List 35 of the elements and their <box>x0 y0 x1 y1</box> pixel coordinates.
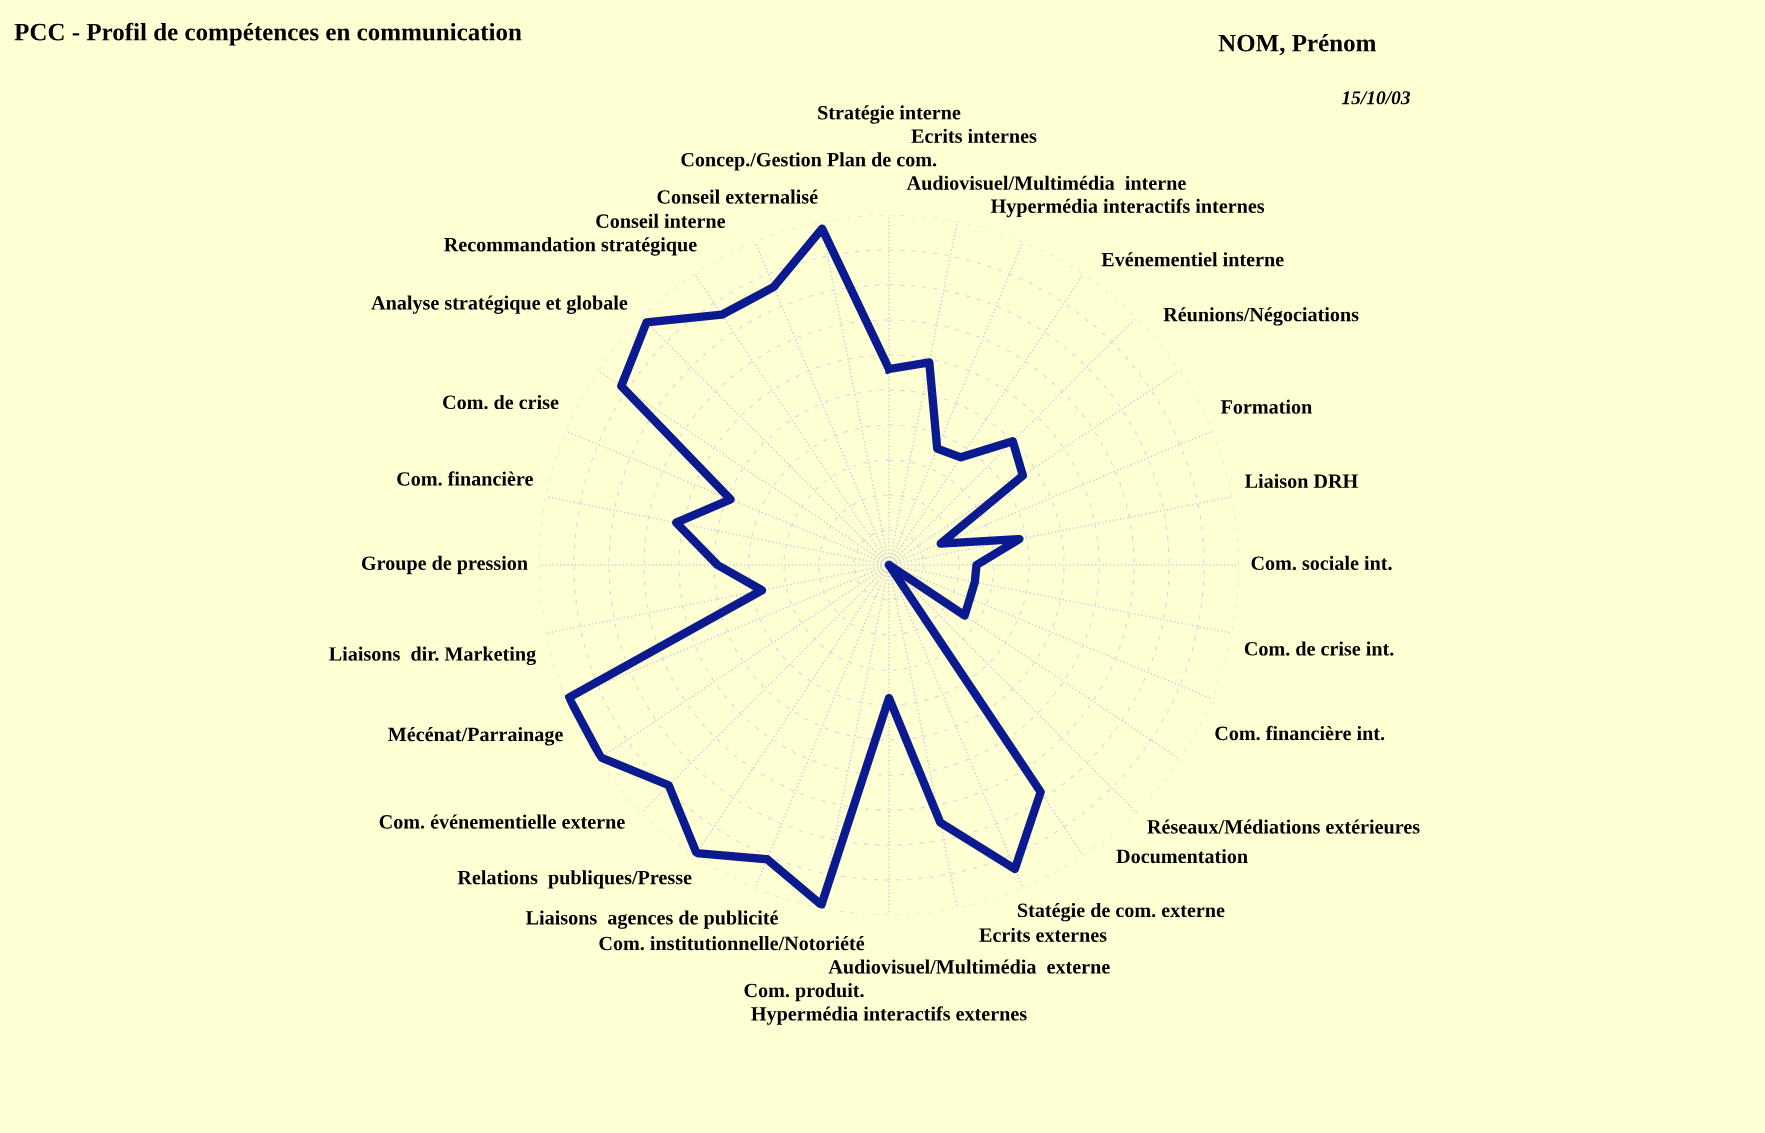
spoke-label: Concep./Gestion Plan de com. <box>681 152 937 171</box>
spoke-label: Com. de crise <box>443 394 559 410</box>
spoke-label: Hypermédia interactifs externes <box>751 1006 1027 1025</box>
spoke-label: Relations publiques/Presse <box>457 870 692 889</box>
spoke-label: Analyse stratégique et globale <box>371 295 628 314</box>
spoke-label: Ecrits externes <box>979 927 1107 942</box>
spoke-label: Ecrits internes <box>911 128 1037 143</box>
chart-title: PCC - Profil de compétences en communication <box>14 22 522 46</box>
spoke-label: Réseaux/Médiations extérieures <box>1147 819 1420 834</box>
spoke-label: Com. événementielle externe <box>379 814 625 829</box>
spoke-label: Stratégie interne <box>818 105 961 124</box>
spoke-label: Liaisons agences de publicité <box>525 910 778 929</box>
spoke-label: Com. sociale int. <box>1251 555 1392 571</box>
spoke-label: Com. financière int. <box>1215 725 1385 741</box>
spoke-label: Com. de crise int. <box>1244 641 1394 656</box>
spoke-label: Com. produit. <box>744 983 864 1002</box>
spoke-label: Conseil externalisé <box>657 189 818 204</box>
spoke-label: Statégie de com. externe <box>1018 902 1225 922</box>
spoke-label: Audiovisuel/Multimédia externe <box>828 959 1110 974</box>
spoke-label: Groupe de pression <box>361 555 528 575</box>
spoke-label: Conseil interne <box>596 213 726 228</box>
spoke-label: Liaison DRH <box>1244 473 1358 489</box>
spoke-label: Formation <box>1220 399 1312 414</box>
spoke-label: Recommandation stratégique <box>444 237 697 256</box>
spoke-label: Audiovisuel/Multimédia interne <box>906 175 1186 190</box>
spoke-label: Documentation <box>1116 848 1248 864</box>
text: NOM, Prénom <box>1218 33 1376 56</box>
spoke-label: Réunions/Négociations <box>1163 307 1359 326</box>
spoke-label: Hypermédia interactifs internes <box>990 198 1265 218</box>
spoke-label: Mécénat/Parrainage <box>388 727 563 746</box>
spoke-label: Evénementiel interne <box>1101 252 1284 267</box>
spoke-label: Com. financière <box>397 471 533 486</box>
spoke-label: Com. institutionnelle/Notoriété <box>599 936 865 951</box>
spoke-label: Liaisons dir. Marketing <box>329 646 536 666</box>
text: 15/10/03 <box>1341 91 1411 105</box>
